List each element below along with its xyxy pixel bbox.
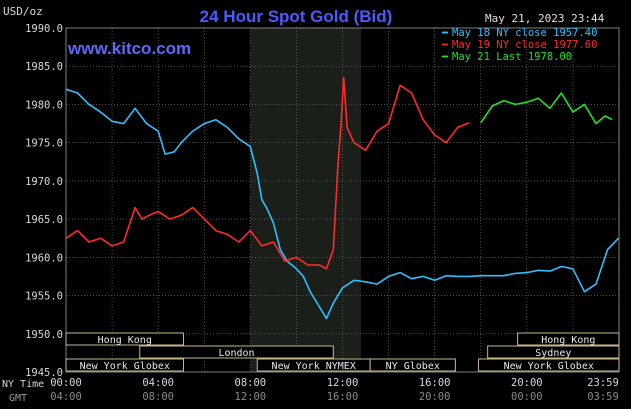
market-session-box [139,345,334,359]
market-session-label: Sydney [535,348,571,359]
market-session-box [477,358,620,372]
market-session-box [487,345,620,359]
legend-entry: May 19 NY close 1977.60 [452,39,597,51]
y-tick-label: 1965.0 [25,214,63,226]
y-axis-ticks: 1945.0 1950.0 1955.0 1960.0 1965.0 1970.0 1975… [25,23,63,379]
x-tick-label-ny: 08:00 [235,377,267,389]
x-tick-label-gmt: 00:00 [511,391,543,403]
y-tick-label: 1960.0 [25,252,63,264]
y-axis-unit-label: USD/oz [3,5,43,18]
x-tick-label-ny: 00:00 [50,377,82,389]
market-session-label: New York Globex [80,361,170,372]
x-tick-label-gmt: 08:00 [142,391,174,403]
x-tick-label-gmt: 12:00 [235,391,267,403]
series-line-3 [480,92,613,125]
x-tick-label-gmt: 16:00 [327,391,359,403]
series-line-1 [65,88,620,320]
market-session-box [65,358,185,372]
ny-time-label: NY Time [2,379,44,390]
y-tick-label: 1950.0 [25,329,63,341]
x-tick-label-ny: 12:00 [327,377,359,389]
market-session-box [65,332,185,346]
market-session-label: NY Globex [386,361,440,372]
series-line-2 [65,76,470,270]
plot-border [65,27,620,373]
price-series-lines [65,76,620,320]
market-session-label: London [218,348,254,359]
chart-title: 24 Hour Spot Gold (Bid) [200,7,393,26]
x-tick-label-ny: 16:00 [419,377,451,389]
market-session-label: New York Globex [504,361,594,372]
x-tick-label-ny: 23:59 [587,377,619,389]
market-session-box [517,332,620,346]
x-tick-label-ny: 20:00 [511,377,543,389]
y-tick-label: 1945.0 [25,367,63,379]
market-session-bars: Hong Kong London New York Globex New York N… [65,332,620,372]
x-tick-label-gmt: 03:59 [587,391,619,403]
timestamp: May 21, 2023 23:44 [485,12,605,25]
y-tick-label: 1990.0 [25,23,63,35]
y-tick-label: 1975.0 [25,138,63,150]
x-tick-label-ny: 04:00 [142,377,174,389]
market-session-box [369,358,456,372]
market-session-label: Hong Kong [98,335,152,346]
x-axis-ticks: 00:00 04:00 04:00 08:00 08:00 12:00 12:00 16:00… [50,377,619,403]
market-session-label: Hong Kong [541,335,595,346]
y-tick-label: 1985.0 [25,61,63,73]
y-tick-label: 1970.0 [25,176,63,188]
x-tick-label-gmt: 20:00 [419,391,451,403]
y-tick-label: 1955.0 [25,291,63,303]
x-tick-label-gmt: 04:00 [50,391,82,403]
website-label[interactable]: www.kitco.com [67,39,191,58]
legend-entry: May 21 Last 1978.00 [452,51,572,63]
gmt-label: GMT [9,393,27,404]
y-tick-label: 1980.0 [25,99,63,111]
legend-entry: May 18 NY close 1957.40 [452,27,597,39]
market-session-label: New York NYMEX [272,361,356,372]
